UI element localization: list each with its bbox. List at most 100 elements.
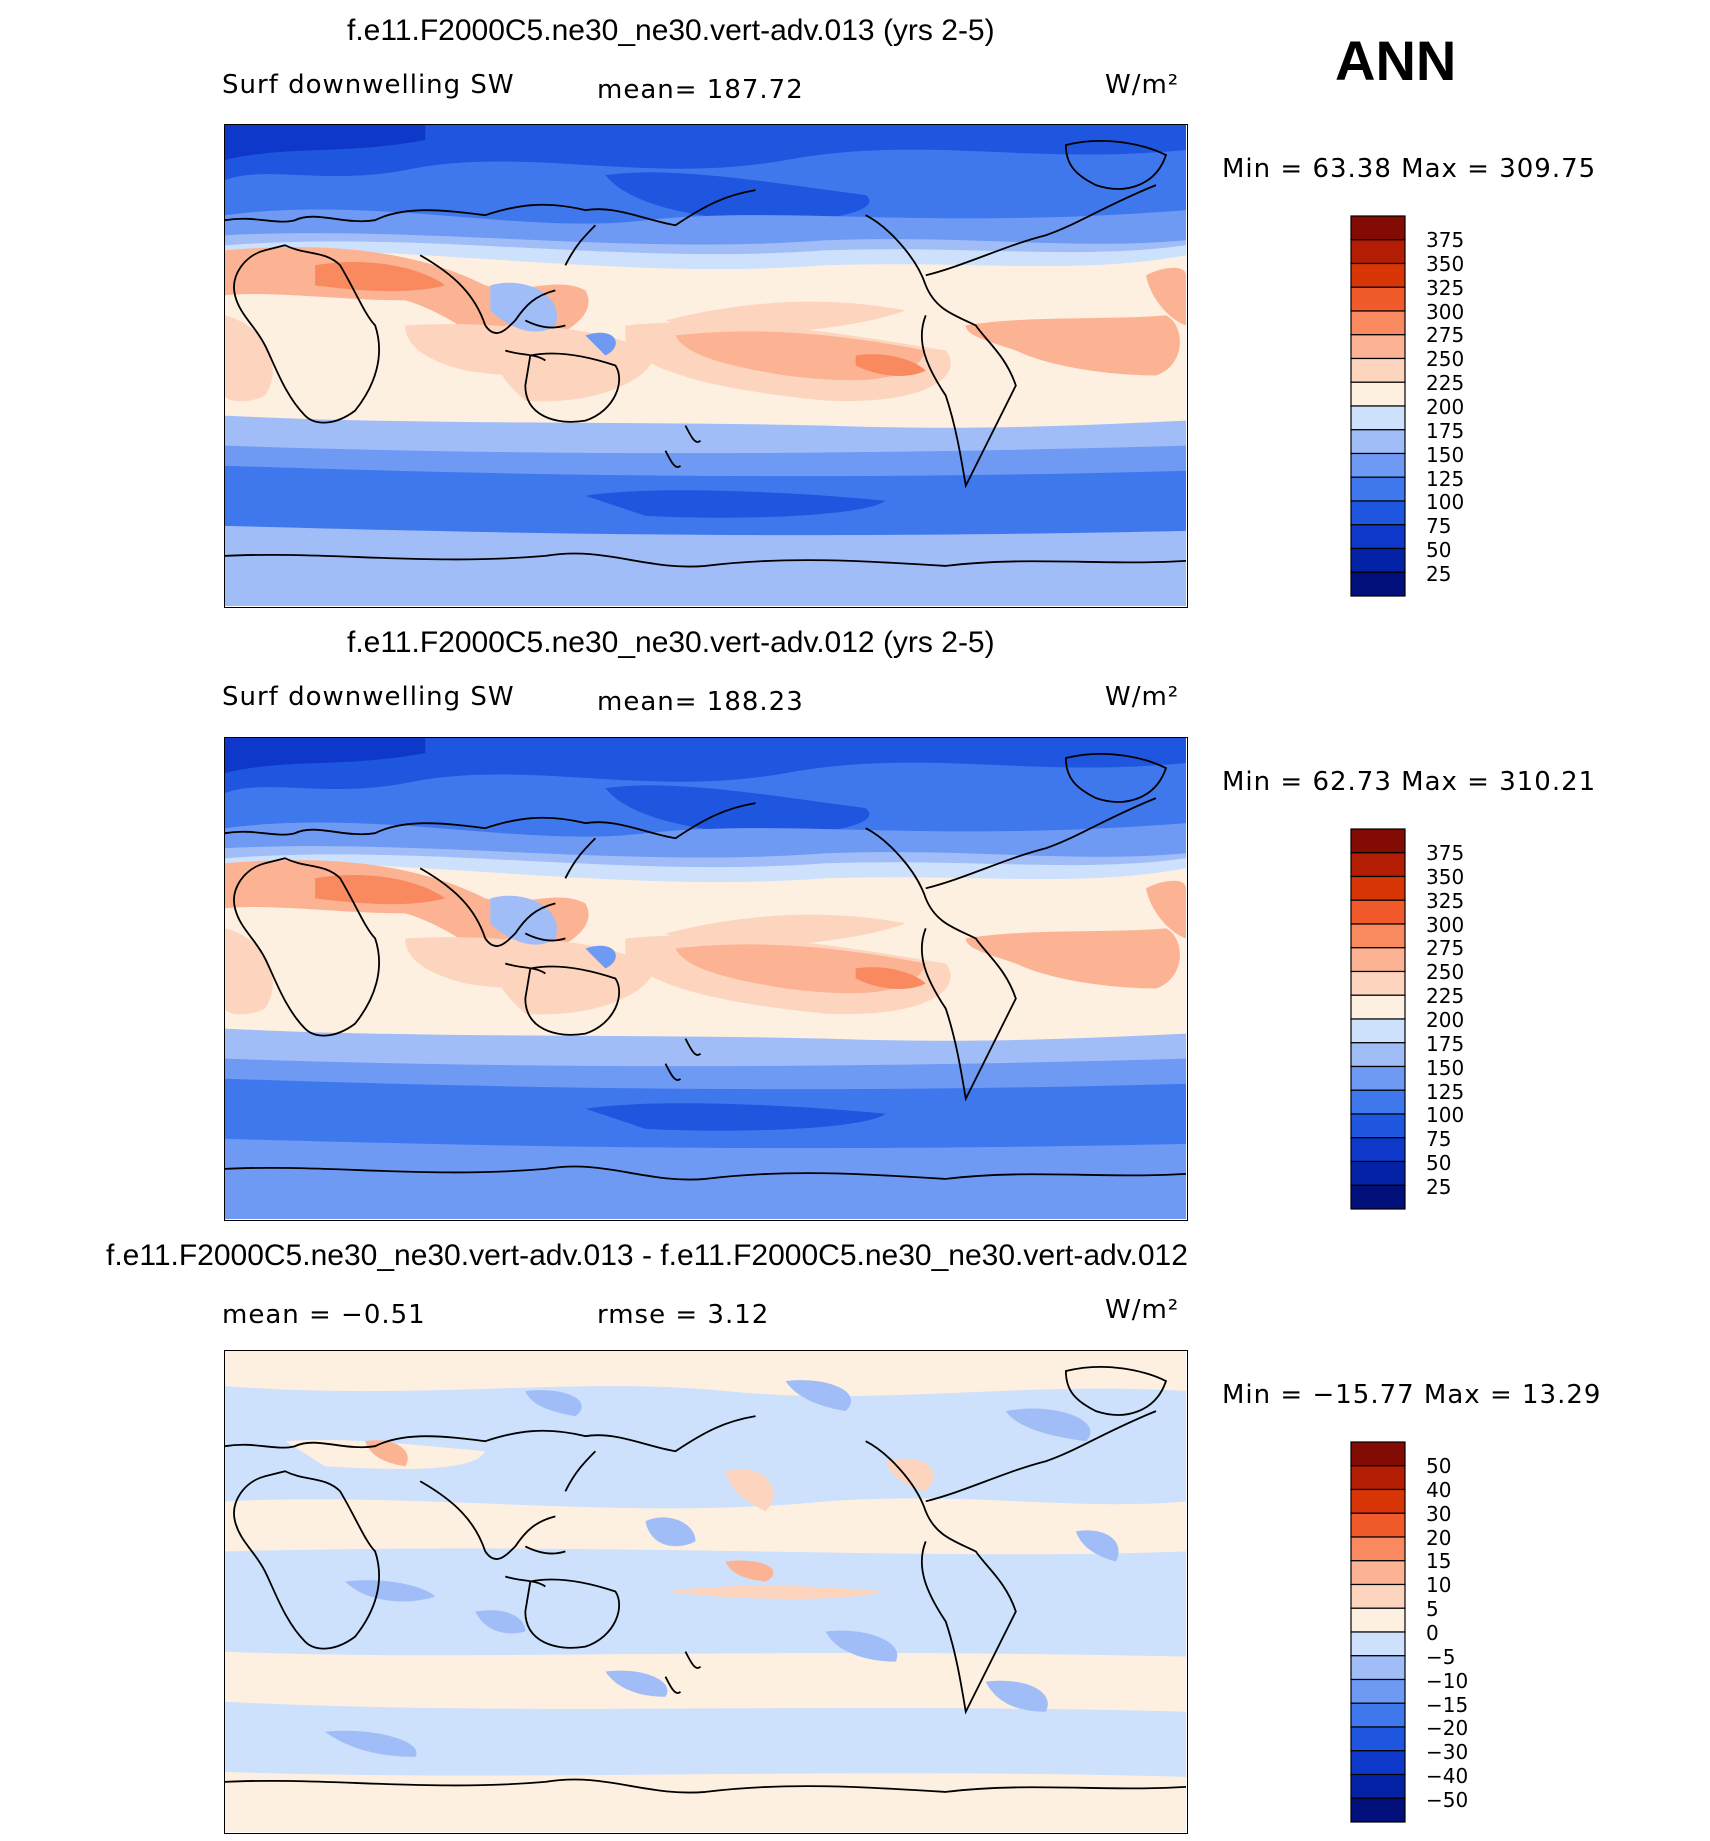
colorbar-swatch (1350, 357, 1406, 383)
panel-3-cb-label: 5 (1426, 1597, 1439, 1621)
panel-2-cb-label: 350 (1426, 865, 1465, 889)
colorbar-swatch (1350, 1536, 1406, 1562)
panel-1-cb-label: 350 (1426, 252, 1465, 276)
panel-1-title: f.e11.F2000C5.ne30_ne30.vert-adv.013 (yr… (347, 14, 995, 47)
panel-2-cb-label: 75 (1426, 1127, 1452, 1151)
colorbar-swatch (1350, 405, 1406, 431)
panel-1-cb-label: 25 (1426, 562, 1452, 586)
panel-2-cb-label: 300 (1426, 913, 1465, 937)
colorbar-swatch (1350, 1702, 1406, 1728)
panel-3-map (224, 1350, 1188, 1834)
panel-3-cb-label: −20 (1426, 1716, 1469, 1740)
panel-2-cb-label: 325 (1426, 889, 1465, 913)
colorbar-swatch (1350, 1773, 1406, 1799)
colorbar-swatch (1350, 1797, 1406, 1823)
colorbar-swatch (1350, 524, 1406, 550)
panel-2-map (224, 737, 1188, 1221)
panel-3-cb-label: −30 (1426, 1740, 1469, 1764)
colorbar-swatch (1350, 571, 1406, 597)
panel-3-colorbar (1350, 1441, 1406, 1823)
colorbar-swatch (1350, 500, 1406, 526)
panel-1-cb-label: 375 (1426, 228, 1465, 252)
colorbar-swatch (1350, 1678, 1406, 1704)
colorbar-swatch (1350, 1065, 1406, 1091)
colorbar-swatch (1350, 1750, 1406, 1776)
panel-2-cb-label: 250 (1426, 960, 1465, 984)
panel-1-map (224, 124, 1188, 608)
colorbar-swatch (1350, 334, 1406, 360)
panel-3-cb-label: 40 (1426, 1478, 1452, 1502)
panel-3-title: f.e11.F2000C5.ne30_ne30.vert-adv.013 - f… (106, 1239, 1188, 1272)
panel-3-cb-label: 50 (1426, 1454, 1452, 1478)
panel-2-mean-label: mean= 188.23 (597, 687, 804, 717)
colorbar-swatch (1350, 1560, 1406, 1586)
panel-3-coastlines (225, 1366, 1186, 1794)
colorbar-swatch (1350, 286, 1406, 312)
panel-2-cb-label: 125 (1426, 1080, 1465, 1104)
panel-1-variable-label: Surf downwelling SW (222, 70, 515, 100)
colorbar-swatch (1350, 310, 1406, 336)
panel-1-cb-label: 175 (1426, 419, 1465, 443)
colorbar-swatch (1350, 899, 1406, 925)
colorbar-swatch (1350, 1512, 1406, 1538)
panel-3-map-svg (225, 1351, 1186, 1832)
panel-1-cb-label: 200 (1426, 395, 1465, 419)
panel-2-cb-label: 175 (1426, 1032, 1465, 1056)
panel-2-colorbar (1350, 828, 1406, 1210)
panel-2-cb-label: 50 (1426, 1151, 1452, 1175)
colorbar-swatch (1350, 1089, 1406, 1115)
panel-3-cb-label: 20 (1426, 1526, 1452, 1550)
panel-2-cb-label: 375 (1426, 841, 1465, 865)
colorbar-swatch (1350, 1583, 1406, 1609)
panel-1-coastlines (225, 140, 1186, 568)
colorbar-swatch (1350, 1441, 1406, 1467)
colorbar-swatch (1350, 452, 1406, 478)
colorbar-swatch (1350, 215, 1406, 241)
panel-1-cb-label: 75 (1426, 514, 1452, 538)
panel-3-cb-label: −5 (1426, 1645, 1456, 1669)
colorbar-swatch (1350, 262, 1406, 288)
colorbar-swatch (1350, 476, 1406, 502)
panel-1-cb-label: 325 (1426, 276, 1465, 300)
colorbar-swatch (1350, 947, 1406, 973)
panel-2-map-svg (225, 738, 1186, 1219)
colorbar-swatch (1350, 1018, 1406, 1044)
panel-1-cb-label: 150 (1426, 443, 1465, 467)
panel-2-cb-label: 150 (1426, 1056, 1465, 1080)
colorbar-swatch (1350, 1137, 1406, 1163)
colorbar-swatch (1350, 875, 1406, 901)
colorbar-swatch (1350, 1607, 1406, 1633)
colorbar-swatch (1350, 1160, 1406, 1186)
colorbar-swatch (1350, 852, 1406, 878)
colorbar-swatch (1350, 1113, 1406, 1139)
colorbar-swatch (1350, 994, 1406, 1020)
panel-3-cb-label: −10 (1426, 1669, 1469, 1693)
panel-1-cb-label: 100 (1426, 490, 1465, 514)
colorbar-swatch (1350, 1465, 1406, 1491)
panel-2-title: f.e11.F2000C5.ne30_ne30.vert-adv.012 (yr… (347, 626, 995, 659)
colorbar-swatch (1350, 1631, 1406, 1657)
panel-1-units-label: W/m² (1105, 70, 1180, 100)
panel-2-cb-label: 200 (1426, 1008, 1465, 1032)
panel-3-mean-label: mean = −0.51 (222, 1300, 426, 1330)
panel-1-map-svg (225, 125, 1186, 606)
colorbar-swatch (1350, 1184, 1406, 1210)
colorbar-swatch (1350, 239, 1406, 265)
colorbar-swatch (1350, 1488, 1406, 1514)
panel-3-cb-label: 15 (1426, 1549, 1452, 1573)
panel-2-minmax-label: Min = 62.73 Max = 310.21 (1222, 767, 1597, 797)
colorbar-swatch (1350, 547, 1406, 573)
panel-3-rmse-label: rmse = 3.12 (597, 1300, 770, 1330)
panel-3-cb-label: 0 (1426, 1621, 1439, 1645)
colorbar-swatch (1350, 970, 1406, 996)
season-label: ANN (1335, 29, 1457, 92)
colorbar-swatch (1350, 1655, 1406, 1681)
panel-2-coastlines (225, 753, 1186, 1181)
panel-3-cb-label: −15 (1426, 1693, 1469, 1717)
panel-2-cb-label: 225 (1426, 984, 1465, 1008)
panel-3-cb-label: −50 (1426, 1788, 1469, 1812)
colorbar-swatch (1350, 1726, 1406, 1752)
panel-2-cb-label: 275 (1426, 936, 1465, 960)
panel-1-cb-label: 275 (1426, 323, 1465, 347)
panel-1-cb-label: 125 (1426, 467, 1465, 491)
